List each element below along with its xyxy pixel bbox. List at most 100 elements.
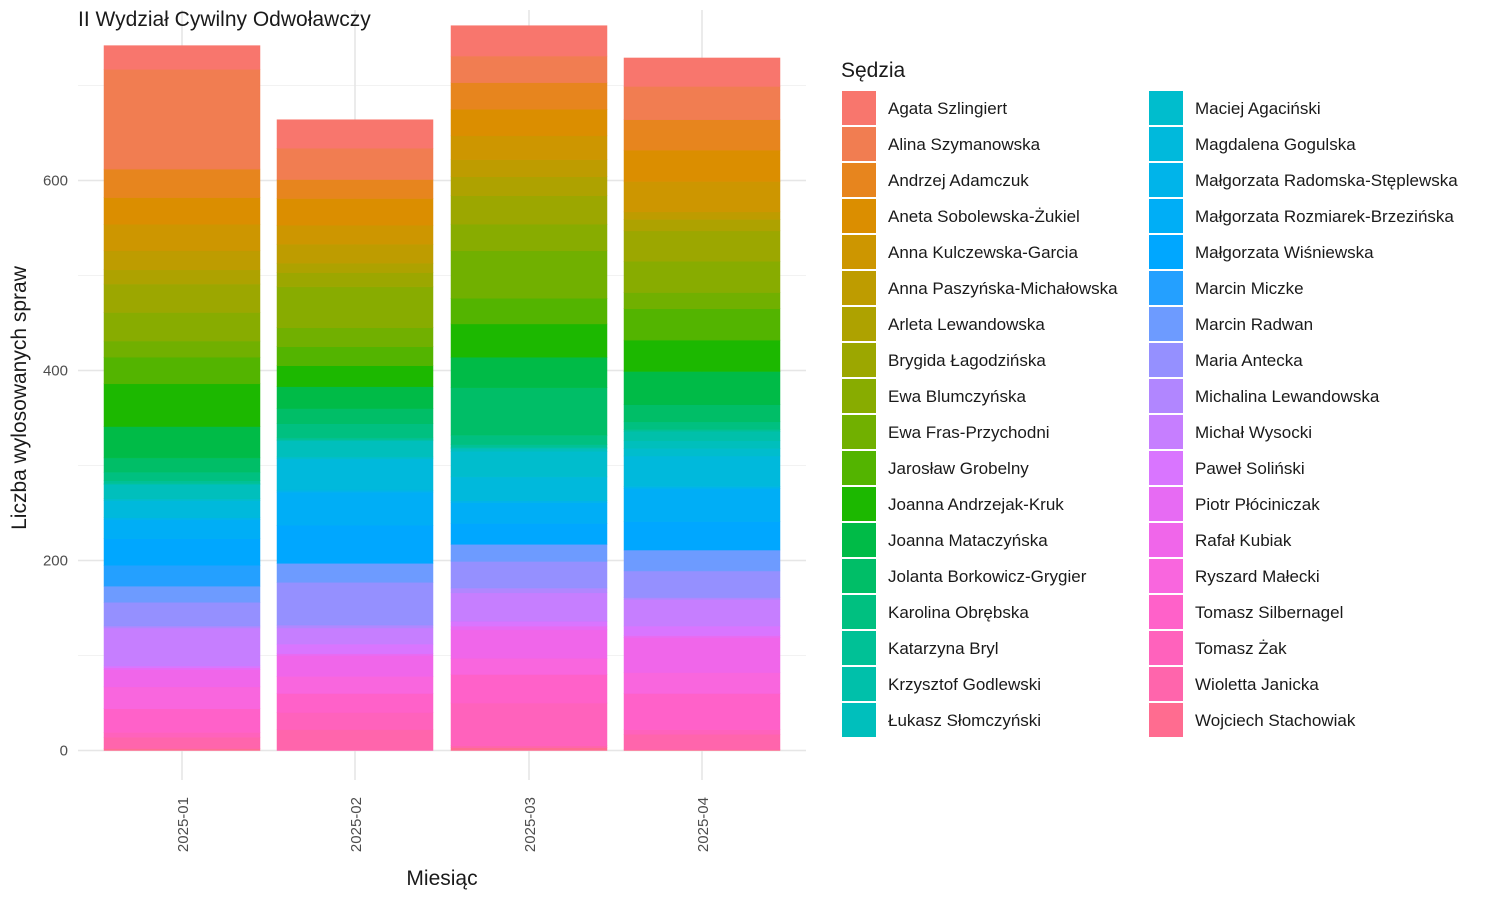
bar-segment: [276, 119, 434, 149]
bar-segment: [623, 308, 781, 341]
legend-label: Alina Szymanowska: [888, 135, 1041, 154]
legend-label: Brygida Łagodzińska: [888, 351, 1046, 370]
bar-segment: [450, 223, 608, 252]
bar-segment: [623, 429, 781, 432]
legend-label: Ewa Blumczyńska: [888, 387, 1026, 406]
legend-label: Rafał Kubiak: [1195, 531, 1292, 550]
legend-label: Joanna Andrzejak-Kruk: [888, 495, 1064, 514]
bar-segment: [103, 625, 261, 629]
bar-segment: [623, 181, 781, 213]
legend-label: Marcin Radwan: [1195, 315, 1313, 334]
bar-segment: [623, 149, 781, 182]
bar-segment: [276, 147, 434, 180]
bar-segment: [103, 250, 261, 271]
x-axis-title: Miesiąc: [406, 867, 477, 890]
bar-segment: [450, 176, 608, 196]
bar-segment: [450, 747, 608, 751]
y-axis-title: Liczba wylosowanych spraw: [8, 265, 31, 530]
bar-segment: [450, 250, 608, 299]
legend-key: [1149, 595, 1183, 629]
legend-key: [842, 631, 876, 665]
bar-segment: [276, 643, 434, 654]
legend-label: Arleta Lewandowska: [888, 315, 1045, 334]
bar-segment: [623, 625, 781, 636]
bar-segment: [276, 198, 434, 226]
legend-key: [842, 379, 876, 413]
legend-label: Michał Wysocki: [1195, 423, 1312, 442]
bar-segment: [276, 456, 434, 460]
legend-key: [1149, 163, 1183, 197]
bar-segment: [450, 621, 608, 627]
bar-segment: [450, 298, 608, 325]
legend-key: [1149, 199, 1183, 233]
bar-segment: [276, 346, 434, 366]
bar-segment: [276, 327, 434, 347]
bar-segment: [276, 693, 434, 713]
bar-segment: [276, 653, 434, 656]
bar-segment: [623, 672, 781, 694]
bar-segment: [450, 625, 608, 631]
x-tick-labels: 2025-01 2025-02 2025-03 2025-04: [175, 797, 712, 852]
bar-segment: [450, 476, 608, 501]
bar-segment: [103, 223, 261, 252]
bar-segment: [450, 502, 608, 524]
bar-segment: [103, 686, 261, 709]
bar-segment: [103, 665, 261, 669]
legend-label: Ewa Fras-Przychodni: [888, 423, 1050, 442]
bar-segment: [623, 440, 781, 449]
legend-key: [1149, 379, 1183, 413]
bar-segment: [276, 408, 434, 424]
bar-segment: [103, 480, 261, 484]
bar-segment: [103, 519, 261, 539]
bar-segment: [450, 195, 608, 225]
y-tick-label: 0: [60, 743, 68, 760]
bar-segment: [450, 544, 608, 562]
bar-segment: [623, 371, 781, 405]
legend-title: Sędzia: [841, 59, 906, 82]
bar-segment: [450, 702, 608, 746]
legend-label: Krzysztof Godlewski: [888, 675, 1041, 694]
bar-segment: [276, 489, 434, 493]
bar-segment: [103, 471, 261, 481]
legend-key: [1149, 487, 1183, 521]
legend-label: Paweł Soliński: [1195, 459, 1305, 478]
bar-segment: [450, 82, 608, 110]
bar-segment: [623, 261, 781, 293]
bar-segment: [103, 736, 261, 749]
legend-key: [842, 199, 876, 233]
bar-segment: [450, 745, 608, 748]
legend-key: [842, 307, 876, 341]
bar-segment: [276, 286, 434, 328]
y-tick-labels: 0 200 400 600: [43, 173, 68, 760]
legend-key: [842, 523, 876, 557]
legend-key: [1149, 523, 1183, 557]
legend-label: Piotr Płóciniczak: [1195, 495, 1320, 514]
bar-segment: [276, 729, 434, 751]
legend-key: [1149, 631, 1183, 665]
bar-segment: [623, 219, 781, 232]
bar-segment: [276, 386, 434, 409]
legend-key: [1149, 559, 1183, 593]
bar-segment: [103, 667, 261, 670]
bar-segment: [623, 729, 781, 735]
bar-segment: [623, 421, 781, 430]
bar-segment: [450, 592, 608, 622]
bar-segment: [450, 561, 608, 589]
bar-segment: [276, 243, 434, 264]
x-tick-label: 2025-01: [175, 797, 192, 852]
legend-key: [842, 667, 876, 701]
bar-segment: [623, 734, 781, 750]
bar-segment: [623, 693, 781, 730]
legend-key: [1149, 307, 1183, 341]
bar-segment: [623, 597, 781, 600]
bar-segment: [276, 491, 434, 526]
bar-segment: [276, 525, 434, 564]
legend-key: [842, 163, 876, 197]
bar-segment: [450, 674, 608, 704]
bar-segment: [103, 69, 261, 170]
bar-segment: [623, 488, 781, 522]
bar-segment: [103, 269, 261, 285]
bar-segment: [450, 159, 608, 177]
bar-segment: [103, 45, 261, 70]
legend-key: [1149, 91, 1183, 125]
